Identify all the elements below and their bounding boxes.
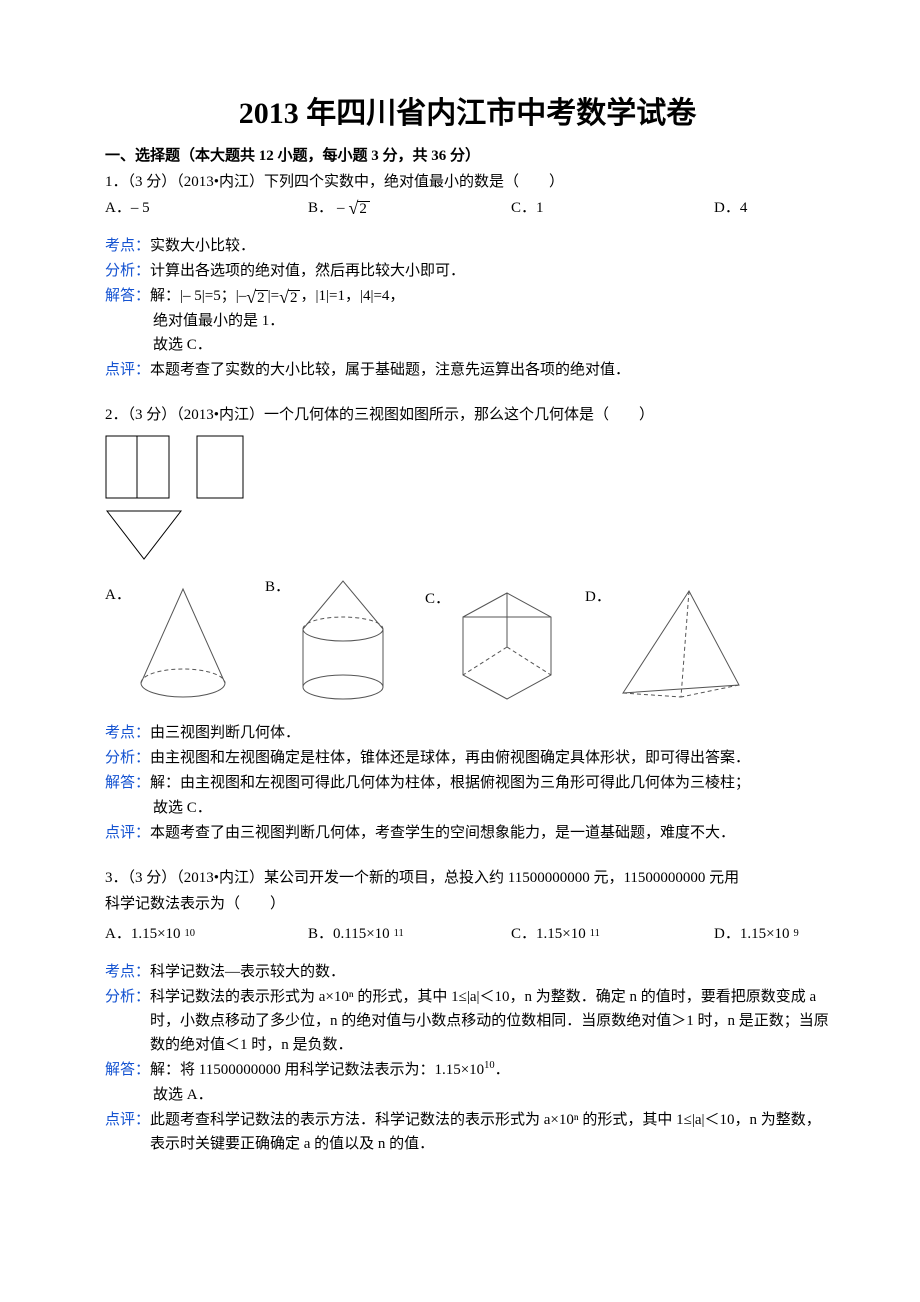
- q3-jieda: 解答： 解：将 11500000000 用科学记数法表示为：1.15×1010．: [105, 1058, 830, 1082]
- triangular-pyramid-icon: [615, 585, 743, 703]
- q1-options: A．– 5 B． – √2 C．1 D．4: [105, 196, 830, 220]
- q1-option-c: C．1: [511, 196, 714, 220]
- q1-option-d: D．4: [714, 196, 830, 220]
- q3-fenxi: 分析： 科学记数法的表示形式为 a×10ⁿ 的形式，其中 1≤|a|＜10，n …: [105, 985, 830, 1057]
- q1-fenxi: 分析： 计算出各选项的绝对值，然后再比较大小即可．: [105, 259, 830, 283]
- cone-icon: [135, 583, 231, 703]
- side-view-icon: [196, 435, 244, 499]
- q1-option-a: A．– 5: [105, 196, 308, 220]
- q2-three-views: [105, 435, 830, 499]
- q3-option-c: C．1.15×1011: [511, 922, 714, 946]
- q2-stem: 2．（3 分）（2013•内江）一个几何体的三视图如图所示，那么这个几何体是（ …: [105, 403, 830, 427]
- q3-jieda-line2: 故选 A．: [105, 1083, 830, 1107]
- q2-fenxi: 分析： 由主视图和左视图确定是柱体，锥体还是球体，再由俯视图确定具体形状，即可得…: [105, 746, 830, 770]
- q1-option-b: B． – √2: [308, 196, 511, 220]
- sqrt-icon: √2: [279, 288, 300, 306]
- q3-stem-line2: 科学记数法表示为（ ）: [105, 892, 830, 916]
- sqrt-icon: √2: [349, 199, 370, 217]
- q3-option-d: D．1.15×109: [714, 922, 830, 946]
- section-header: 一、选择题（本大题共 12 小题，每小题 3 分，共 36 分）: [105, 144, 830, 168]
- q2-options: A． B． C．: [105, 575, 830, 703]
- front-view-icon: [105, 435, 170, 499]
- q3-option-b: B．0.115×1011: [308, 922, 511, 946]
- q2-option-d-label: D．: [585, 585, 615, 609]
- q3-kaodian: 考点： 科学记数法—表示较大的数．: [105, 960, 830, 984]
- page-title: 2013 年四川省内江市中考数学试卷: [105, 90, 830, 138]
- q1-stem: 1．（3 分）（2013•内江）下列四个实数中，绝对值最小的数是（ ）: [105, 170, 830, 194]
- q1-kaodian: 考点： 实数大小比较．: [105, 234, 830, 258]
- q2-option-b-label: B．: [265, 575, 295, 599]
- cone-cylinder-icon: [295, 575, 391, 703]
- q1-dianping: 点评： 本题考查了实数的大小比较，属于基础题，注意先运算出各项的绝对值．: [105, 358, 830, 382]
- q2-option-a-label: A．: [105, 583, 135, 607]
- triangular-prism-icon: [455, 587, 559, 703]
- q2-dianping: 点评： 本题考查了由三视图判断几何体，考查学生的空间想象能力，是一道基础题，难度…: [105, 821, 830, 845]
- q3-stem-line1: 3．（3 分）（2013•内江）某公司开发一个新的项目，总投入约 1150000…: [105, 866, 830, 890]
- q2-top-view: [105, 509, 830, 569]
- q1-jieda: 解答： 解：|– 5|=5；|–√2|=√2，|1|=1，|4|=4，: [105, 284, 830, 308]
- q2-jieda: 解答： 解：由主视图和左视图可得此几何体为柱体，根据俯视图为三角形可得此几何体为…: [105, 771, 830, 795]
- sqrt-icon: √2: [246, 288, 267, 306]
- top-view-icon: [105, 509, 183, 561]
- q3-options: A．1.15×1010 B．0.115×1011 C．1.15×1011 D．1…: [105, 922, 830, 946]
- q1-jieda-line3: 故选 C．: [105, 333, 830, 357]
- q2-option-c-label: C．: [425, 587, 455, 611]
- q1-jieda-line2: 绝对值最小的是 1．: [105, 309, 830, 333]
- q3-option-a: A．1.15×1010: [105, 922, 308, 946]
- q2-kaodian: 考点： 由三视图判断几何体．: [105, 721, 830, 745]
- q2-jieda-line2: 故选 C．: [105, 796, 830, 820]
- q3-dianping: 点评： 此题考查科学记数法的表示方法．科学记数法的表示形式为 a×10ⁿ 的形式…: [105, 1108, 830, 1156]
